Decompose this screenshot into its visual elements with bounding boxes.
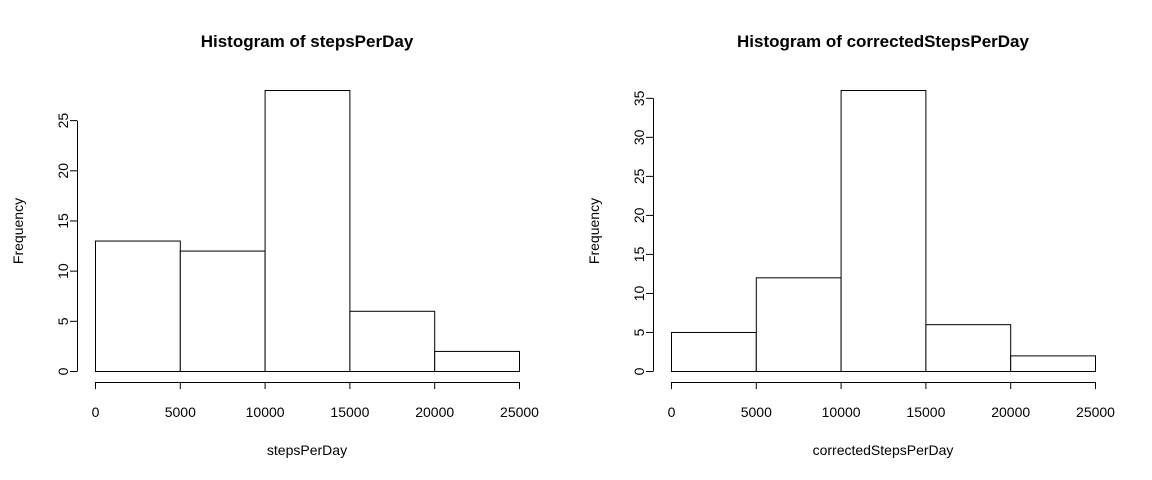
y-tick-label: 15: [55, 213, 71, 229]
histogram-bar: [671, 331, 757, 373]
x-tick-label: 10000: [246, 404, 285, 420]
histogram-bar: [1010, 355, 1097, 372]
y-tick-label: 10: [55, 263, 71, 279]
histogram-bar: [95, 240, 181, 372]
panel-corrected-steps-per-day: 0 5000 10000 15000 20000 25000 0 5 10 15 20 25 30 35 H…: [586, 32, 1115, 458]
y-tick-label: 35: [631, 90, 647, 106]
y-tick-label: 10: [631, 285, 647, 301]
y-tick-label: 25: [55, 113, 71, 129]
chart-title: Histogram of correctedStepsPerDay: [737, 32, 1029, 51]
x-tick-label: 15000: [330, 404, 369, 420]
x-tick-label: 0: [668, 404, 676, 420]
x-tick-label: 10000: [822, 404, 861, 420]
x-axis-title: correctedStepsPerDay: [813, 442, 954, 458]
x-tick-label: 25000: [1076, 404, 1115, 420]
y-axis-title: Frequency: [586, 198, 602, 264]
x-tick-label: 0: [92, 404, 100, 420]
y-tick-label: 20: [631, 207, 647, 223]
histogram-bar: [925, 324, 1012, 372]
x-tick-label: 25000: [500, 404, 539, 420]
histogram-bar: [434, 350, 521, 372]
histogram-bar: [264, 90, 351, 372]
histogram-bar: [840, 90, 927, 372]
histogram-bar: [755, 277, 842, 373]
y-tick-label: 0: [631, 367, 647, 375]
y-tick-label: 0: [55, 367, 71, 375]
y-tick-label: 5: [631, 328, 647, 336]
y-tick-label: 20: [55, 163, 71, 179]
y-tick-label: 25: [631, 168, 647, 184]
x-tick-label: 5000: [741, 404, 772, 420]
x-tick-label: 20000: [415, 404, 454, 420]
x-axis-title: stepsPerDay: [267, 442, 347, 458]
chart-title: Histogram of stepsPerDay: [201, 32, 414, 51]
x-tick-label: 20000: [991, 404, 1030, 420]
y-axis-title: Frequency: [10, 198, 26, 264]
panel-steps-per-day: 0 5000 10000 15000 20000 25000 0 5 10 15 20 25 Histo…: [10, 32, 539, 458]
y-tick-label: 30: [631, 129, 647, 145]
y-tick-label: 5: [55, 317, 71, 325]
y-tick-label: 15: [631, 246, 647, 262]
x-tick-label: 5000: [165, 404, 196, 420]
histogram-bar: [349, 310, 436, 372]
histogram-bar: [179, 250, 266, 372]
x-tick-label: 15000: [906, 404, 945, 420]
